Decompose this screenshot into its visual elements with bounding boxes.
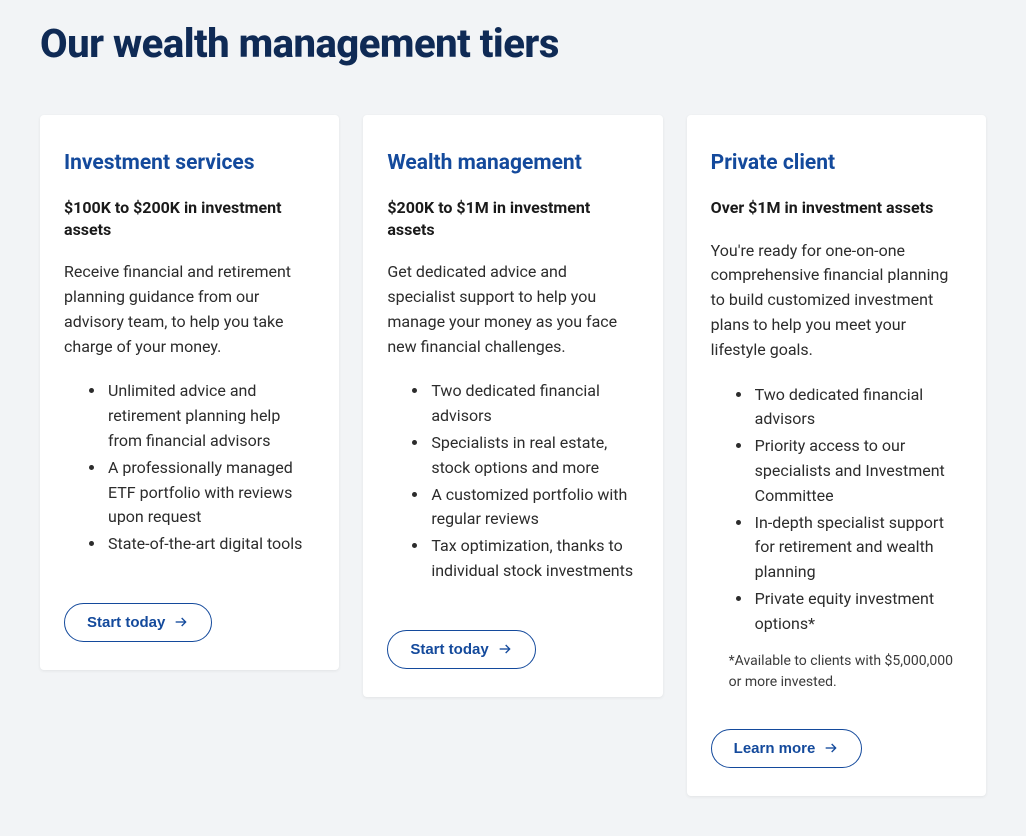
cta-label: Start today [410,641,488,658]
tier-bullets: Unlimited advice and retirement planning… [64,379,315,559]
tier-bullet: Two dedicated financial advisors [753,383,962,433]
tier-range: $100K to $200K in investment assets [64,197,315,240]
tier-bullets: Two dedicated financial advisors Special… [387,379,638,585]
tier-footnote: *Available to clients with $5,000,000 or… [729,651,962,693]
tier-description: You're ready for one-on-one comprehensiv… [711,239,962,363]
tier-bullet: In-depth specialist support for retireme… [753,511,962,585]
tier-description: Receive financial and retirement plannin… [64,260,315,359]
tier-range: Over $1M in investment assets [711,197,962,219]
arrow-right-icon [823,740,839,756]
tier-bullet: A professionally managed ETF portfolio w… [106,456,315,530]
tier-title: Investment services [64,151,315,175]
tier-card-private-client: Private client Over $1M in investment as… [687,115,986,796]
tier-range: $200K to $1M in investment assets [387,197,638,240]
tier-bullet: Private equity investment options* [753,587,962,637]
tier-bullets: Two dedicated financial advisors Priorit… [711,383,962,639]
tier-bullet: A customized portfolio with regular revi… [429,483,638,533]
tier-title: Private client [711,151,962,175]
arrow-right-icon [497,641,513,657]
tier-bullet: Priority access to our specialists and I… [753,434,962,508]
learn-more-button[interactable]: Learn more [711,729,863,768]
cta-label: Start today [87,614,165,631]
tiers-row: Investment services $100K to $200K in in… [40,115,986,796]
tier-bullet: Unlimited advice and retirement planning… [106,379,315,453]
start-today-button[interactable]: Start today [64,603,212,642]
tier-bullet: Two dedicated financial advisors [429,379,638,429]
tier-card-wealth-management: Wealth management $200K to $1M in invest… [363,115,662,697]
tier-card-investment-services: Investment services $100K to $200K in in… [40,115,339,670]
arrow-right-icon [173,614,189,630]
tier-bullet: Specialists in real estate, stock option… [429,431,638,481]
start-today-button[interactable]: Start today [387,630,535,669]
page-title: Our wealth management tiers [40,20,986,67]
tier-title: Wealth management [387,151,638,175]
cta-label: Learn more [734,740,816,757]
tier-description: Get dedicated advice and specialist supp… [387,260,638,359]
tier-bullet: Tax optimization, thanks to individual s… [429,534,638,584]
tier-bullet: State-of-the-art digital tools [106,532,315,557]
